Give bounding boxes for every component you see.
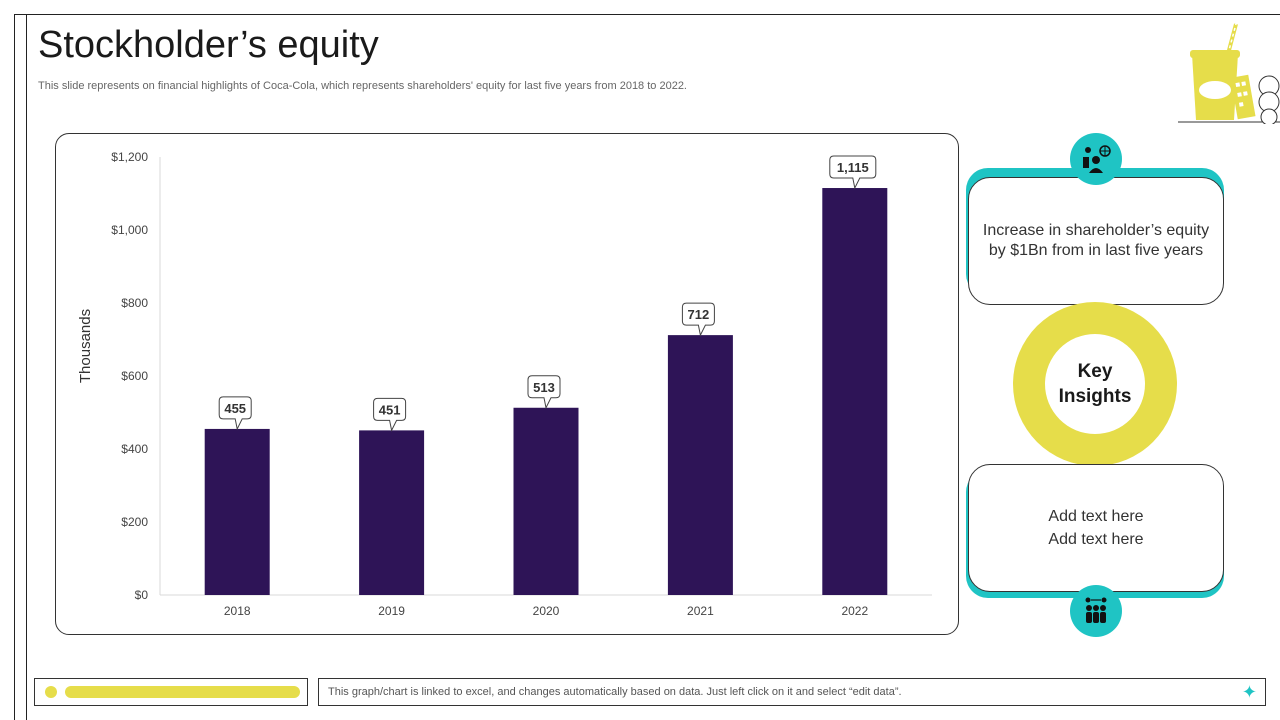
y-tick-label: $600 <box>121 369 148 383</box>
data-label-text: 451 <box>379 402 401 417</box>
key-insights-ring: Key Insights <box>1013 302 1177 466</box>
x-tick-label: 2021 <box>687 604 714 618</box>
insight-top-text: Increase in shareholder’s equity by $1Bn… <box>982 222 1210 259</box>
y-tick-label: $1,000 <box>111 223 148 237</box>
data-label-2022: 1,115 <box>829 155 877 190</box>
key-insights-title-line2: Insights <box>1058 386 1132 407</box>
bar-2022[interactable] <box>822 188 888 595</box>
frame-left-line-outer <box>14 14 15 720</box>
insight-bottom-box: Add text here Add text here <box>968 464 1224 592</box>
y-tick-label: $200 <box>121 515 148 529</box>
x-tick-label: 2018 <box>224 604 251 618</box>
chart-card: Thousands $0 $200 $400 $600 $800 $1,000 $1,200… <box>55 133 959 635</box>
data-label-text: 513 <box>533 380 555 395</box>
investor-icon <box>1070 133 1122 185</box>
data-label-2018: 455 <box>218 396 252 431</box>
bar-2019[interactable] <box>359 430 425 595</box>
footer-note-box: This graph/chart is linked to excel, and… <box>318 678 1266 706</box>
page-title: Stockholder’s equity <box>38 24 379 66</box>
footer-progress-box <box>34 678 308 706</box>
bar-chart[interactable]: Thousands $0 $200 $400 $600 $800 $1,000 $1,200… <box>56 134 960 636</box>
insight-top-box: Increase in shareholder’s equity by $1Bn… <box>968 177 1224 305</box>
key-insights-center: Key Insights <box>1045 334 1145 434</box>
data-label-2019: 451 <box>373 397 407 432</box>
bar-2018[interactable] <box>204 428 270 595</box>
data-label-2020: 513 <box>527 375 561 410</box>
y-tick-label: $0 <box>135 588 149 602</box>
team-icon <box>1070 585 1122 637</box>
data-label-text: 455 <box>224 401 246 416</box>
footer-dot <box>45 686 57 698</box>
y-axis-title: Thousands <box>77 309 94 383</box>
data-label-2021: 712 <box>681 302 715 337</box>
x-tick-label: 2020 <box>533 604 560 618</box>
footer-bar <box>65 686 300 698</box>
y-tick-label: $1,200 <box>111 150 148 164</box>
sparkle-icon: ✦ <box>1241 682 1257 702</box>
insight-bottom-line1: Add text here <box>1048 508 1144 525</box>
y-tick-label: $800 <box>121 296 148 310</box>
x-tick-label: 2019 <box>378 604 405 618</box>
footer-note: This graph/chart is linked to excel, and… <box>328 686 902 698</box>
insight-bottom-line2: Add text here <box>1048 531 1144 548</box>
data-label-text: 1,115 <box>837 160 869 175</box>
frame-left-line-inner <box>26 14 27 720</box>
page-subtitle: This slide represents on financial highl… <box>38 80 687 92</box>
y-tick-label: $400 <box>121 442 148 456</box>
drink-illustration-icon <box>1178 20 1280 126</box>
key-insights-title-line1: Key <box>1077 361 1113 382</box>
bar-2020[interactable] <box>513 407 579 595</box>
frame-top-line <box>14 14 1280 15</box>
x-tick-label: 2022 <box>841 604 868 618</box>
bar-2021[interactable] <box>667 335 733 595</box>
data-label-text: 712 <box>688 307 710 322</box>
